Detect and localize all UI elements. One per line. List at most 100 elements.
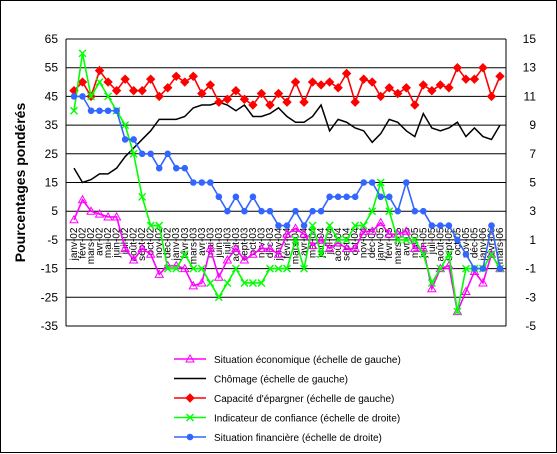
data-point: [376, 178, 385, 187]
x-tick-label: nov-04: [359, 227, 370, 258]
y-left-tick-label: 55: [45, 61, 59, 75]
x-tick-label: nov-02: [154, 227, 165, 258]
x-tick-label: avr-05: [401, 227, 412, 256]
data-point: [189, 264, 198, 273]
data-point: [96, 107, 103, 115]
data-point: [376, 91, 386, 102]
data-point: [316, 80, 326, 90]
data-point: [275, 222, 282, 229]
data-point: [385, 193, 393, 201]
y-right-tick-label: 7: [529, 147, 536, 161]
data-point: [487, 250, 496, 259]
data-point: [185, 353, 195, 363]
data-point: [343, 193, 350, 201]
x-tick-label: oct-02: [146, 227, 157, 255]
data-point: [196, 277, 207, 287]
x-tick-label: août-05: [435, 227, 446, 261]
data-point: [435, 263, 446, 273]
y-left-tick-label: 45: [45, 89, 59, 103]
data-point: [290, 77, 301, 87]
data-point: [478, 62, 488, 73]
y-right-tick-label: 11: [524, 89, 537, 103]
data-point: [147, 150, 154, 158]
x-tick-label: sept-02: [137, 227, 148, 261]
y-right-tick-label: -3: [525, 290, 536, 304]
data-point: [377, 193, 385, 201]
data-point: [213, 272, 224, 281]
data-point: [232, 193, 240, 201]
x-tick-label: mai-02: [103, 227, 114, 258]
data-point: [87, 107, 95, 115]
data-point: [163, 264, 172, 273]
x-tick-label: févr-05: [384, 227, 395, 259]
data-point: [104, 92, 113, 101]
data-point: [145, 249, 156, 258]
data-point: [186, 433, 194, 441]
data-point: [401, 226, 412, 235]
data-point: [95, 78, 104, 87]
data-point: [222, 94, 233, 104]
data-point: [180, 77, 190, 87]
data-point: [488, 222, 495, 229]
data-point: [248, 278, 257, 287]
legend-label: Situation financière (échelle de droite): [214, 433, 382, 444]
data-point: [461, 74, 471, 84]
x-tick-label: nov-05: [461, 227, 472, 258]
y-right-tick-label: -5: [525, 319, 536, 333]
data-point: [256, 243, 267, 253]
data-point: [334, 235, 343, 244]
data-point: [326, 193, 333, 201]
data-point: [436, 264, 445, 273]
data-point: [360, 179, 367, 186]
data-point: [393, 88, 403, 99]
data-point: [265, 243, 275, 253]
data-point: [186, 413, 194, 422]
data-point: [231, 264, 240, 273]
x-tick-label: janv-06: [478, 227, 489, 261]
x-tick-label: déc-05: [469, 227, 480, 258]
data-point: [418, 80, 429, 90]
data-point: [207, 179, 214, 186]
data-point: [87, 92, 96, 101]
data-point: [205, 80, 216, 90]
data-point: [452, 306, 463, 316]
data-point: [368, 207, 377, 216]
data-point: [486, 91, 497, 102]
data-point: [316, 234, 326, 244]
data-point: [452, 62, 463, 73]
data-point: [495, 71, 505, 82]
x-tick-label: févr-04: [282, 227, 293, 259]
data-point: [77, 194, 88, 204]
data-point: [103, 211, 113, 221]
data-point: [427, 278, 436, 287]
x-tick-label: févr-06: [486, 227, 497, 259]
x-tick-label: mars-03: [188, 227, 199, 264]
y-right-tick-label: 5: [529, 176, 536, 190]
data-point: [375, 217, 386, 227]
data-point: [471, 265, 478, 272]
y-right-tick-label: 13: [523, 61, 537, 75]
data-point: [145, 74, 156, 84]
data-point: [453, 307, 462, 316]
y-left-tick-label: 35: [45, 118, 59, 132]
data-point: [291, 235, 300, 244]
data-point: [180, 250, 189, 259]
data-point: [420, 207, 427, 215]
data-point: [437, 222, 444, 229]
data-point: [342, 235, 351, 244]
x-tick-label: août-04: [333, 227, 344, 261]
data-point: [197, 88, 207, 99]
data-point: [461, 264, 470, 273]
data-point: [317, 207, 325, 215]
data-point: [179, 263, 190, 273]
data-point: [265, 100, 275, 110]
data-point: [350, 97, 360, 107]
data-point: [394, 207, 402, 215]
data-point: [478, 277, 488, 287]
x-tick-label: janv-05: [376, 227, 387, 261]
data-point: [248, 100, 258, 110]
data-point: [128, 85, 139, 96]
x-tick-label: sept-04: [342, 227, 353, 261]
